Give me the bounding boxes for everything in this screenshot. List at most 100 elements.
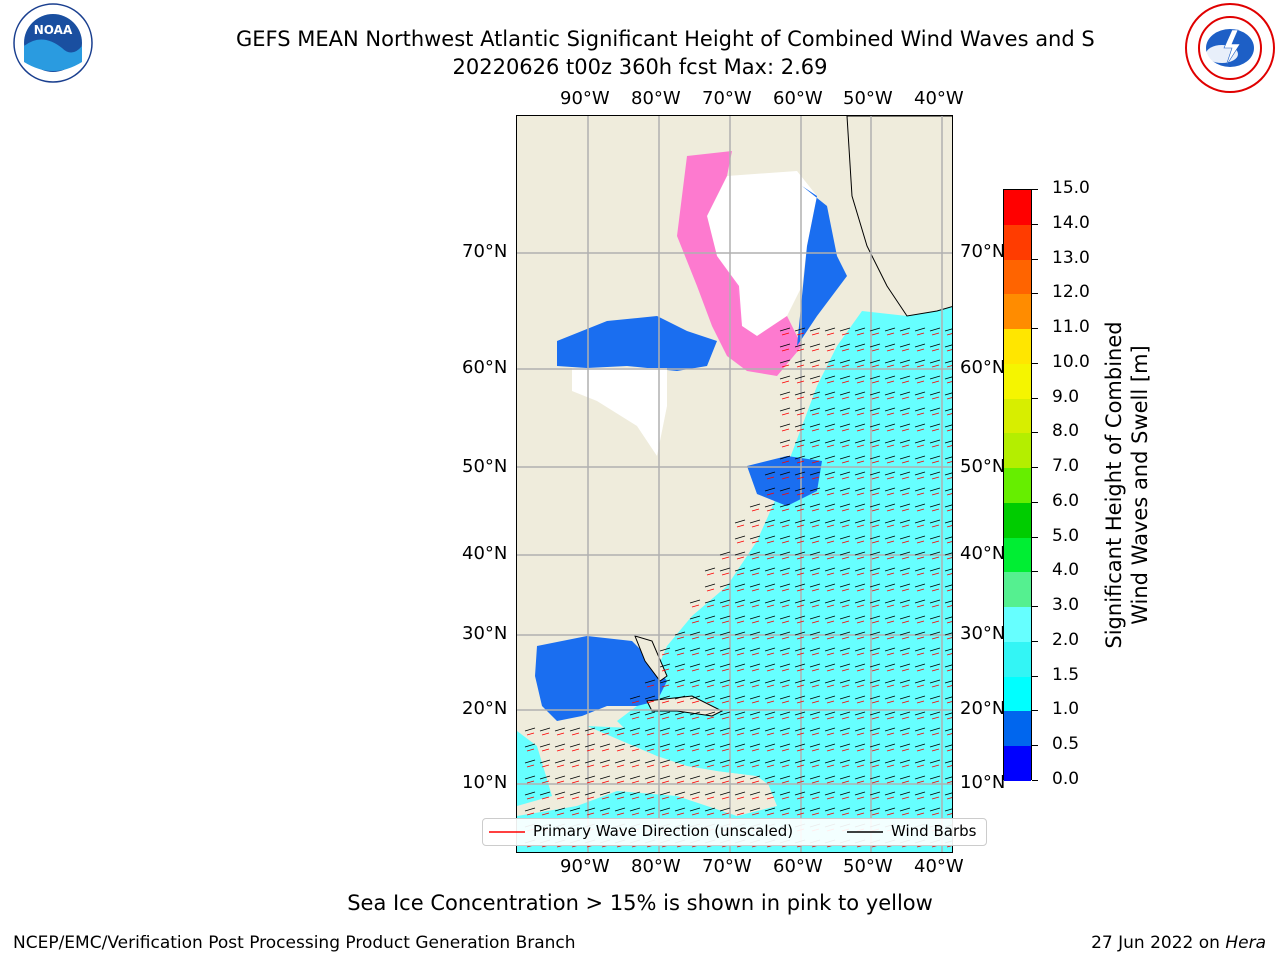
wind-barb [704,631,716,636]
wind-barb [944,696,952,700]
wave-direction-arrow [841,732,850,736]
wave-direction-arrow [631,748,640,752]
wave-direction-arrow [916,764,925,768]
wave-direction-arrow [946,637,952,640]
wind-barb [764,743,776,748]
wave-direction-arrow [706,588,715,592]
wind-barb [719,807,731,812]
wave-direction-arrow [946,413,952,416]
wave-direction-arrow [931,732,940,736]
wave-direction-arrow [796,780,805,784]
wind-barb [824,711,836,716]
wave-direction-arrow [736,620,745,624]
wind-barb [899,535,911,540]
footer-date: 27 Jun 2022 on Hera [1091,933,1266,953]
wave-direction-arrow [916,332,925,336]
labrador-coast-waves [797,186,847,346]
wind-barb [824,407,836,412]
wave-direction-arrow [646,780,655,784]
wind-barb [794,631,806,636]
wave-direction-arrow [571,796,580,800]
lat-tick-left: 40°N [462,543,508,564]
wave-direction-arrow [826,572,835,576]
wave-direction-arrow [901,652,910,656]
wave-direction-arrow [571,812,580,816]
wind-barb [944,504,952,508]
wave-direction-arrow [916,556,925,560]
colorbar-segment [1004,190,1031,226]
wind-barb [779,439,791,444]
wave-direction-arrow [871,396,880,400]
wind-barb [749,663,761,668]
wave-direction-arrow [781,652,790,656]
wave-direction-arrow [796,332,805,336]
noaa-logo-text: NOAA [34,23,73,37]
wind-barb [674,663,686,668]
wave-direction-arrow [721,572,730,576]
wave-direction-arrow [796,684,805,688]
wind-barb [674,711,686,716]
wind-barb [719,583,731,588]
wave-direction-arrow [871,412,880,416]
wind-barb [539,743,551,748]
wind-barb [629,759,641,764]
wind-barb [944,568,952,572]
wave-direction-arrow [736,780,745,784]
wave-direction-arrow [706,796,715,800]
wind-barb [764,471,776,476]
wave-direction-arrow [646,796,655,800]
wave-direction-arrow [781,412,790,416]
wave-direction-arrow [751,588,760,592]
wave-direction-arrow [781,764,790,768]
wave-direction-arrow [601,764,610,768]
wind-barb [809,327,821,332]
wind-barb [764,519,776,524]
wind-barb [824,455,836,460]
lat-tick-left: 50°N [462,456,508,477]
wind-barb [794,487,806,492]
wave-direction-arrow [721,732,730,736]
wind-barb [794,423,806,428]
wind-barb [929,663,941,668]
wind-barb [929,519,941,524]
wind-barb [929,759,941,764]
wave-direction-arrow [931,716,940,720]
map-panel [516,115,953,853]
wind-barb [854,535,866,540]
wind-barb [644,679,656,684]
wind-barb [884,583,896,588]
wind-barb [629,711,641,716]
wind-barb [569,743,581,748]
colorbar-tick-mark [1032,397,1038,399]
wave-direction-arrow [856,428,865,432]
wind-barb [914,343,926,348]
wave-direction-arrow [706,812,715,816]
wave-direction-arrow [781,796,790,800]
wave-direction-arrow [856,380,865,384]
wave-direction-arrow [811,444,820,448]
wind-barb [869,327,881,332]
wind-barb [839,615,851,620]
wave-direction-arrow [946,605,952,608]
wind-barb [899,327,911,332]
wave-direction-arrow [766,524,775,528]
wave-direction-arrow [901,460,910,464]
wind-barb [779,695,791,700]
wave-direction-arrow [871,636,880,640]
colorbar-tick-mark [1032,710,1038,712]
wind-barb [779,647,791,652]
colorbar-tick-mark [1032,293,1038,295]
wave-direction-arrow [811,588,820,592]
wind-barb [929,407,941,412]
wind-barb [749,695,761,700]
wave-direction-arrow [856,748,865,752]
wave-direction-arrow [811,652,820,656]
wave-direction-arrow [856,508,865,512]
wind-barb [839,359,851,364]
wave-direction-arrow [916,572,925,576]
wind-barb [884,663,896,668]
wave-direction-arrow [766,668,775,672]
wind-barb [824,807,836,812]
wind-barb [809,519,821,524]
wind-barb [914,391,926,396]
